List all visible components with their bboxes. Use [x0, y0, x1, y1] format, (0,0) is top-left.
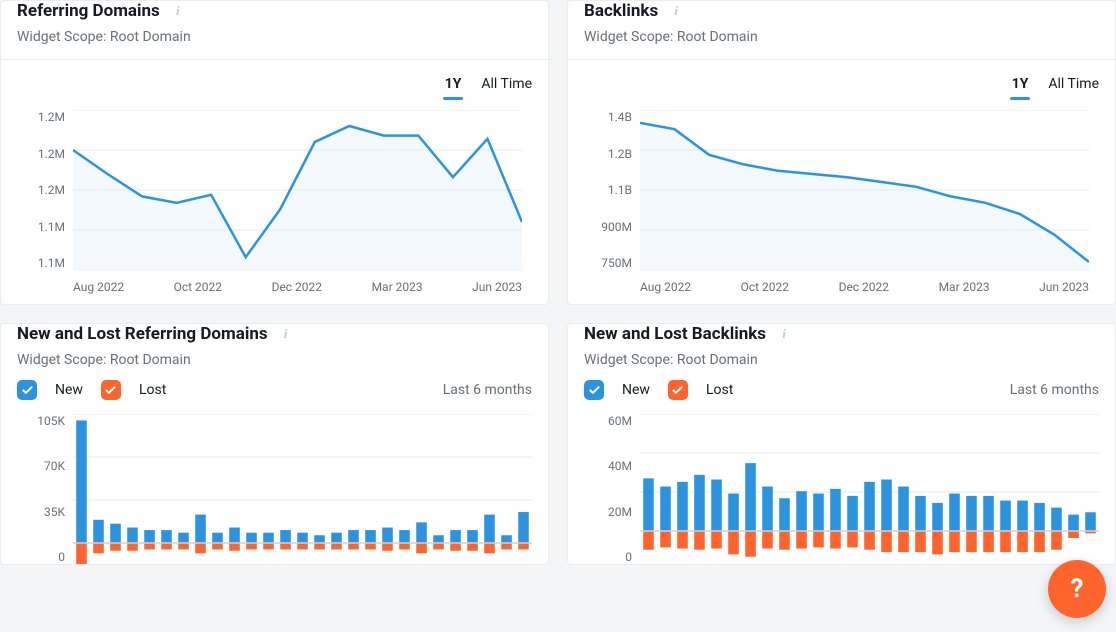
legend-row: New Lost Last 6 months — [1, 380, 548, 400]
period-label: Last 6 months — [443, 382, 532, 398]
legend-lost-label: Lost — [706, 382, 733, 398]
card-new-lost-domains: New and Lost Referring Domains i Widget … — [0, 323, 549, 565]
info-icon[interactable]: i — [668, 3, 684, 19]
widget-scope: Widget Scope: Root Domain — [17, 29, 532, 45]
info-icon[interactable]: i — [776, 326, 792, 342]
checkbox-lost[interactable] — [101, 380, 121, 400]
help-fab[interactable]: ? — [1048, 560, 1106, 618]
card-title: Referring Domains — [17, 1, 160, 21]
checkbox-new[interactable] — [17, 380, 37, 400]
card-header: Backlinks i Widget Scope: Root Domain — [568, 1, 1115, 60]
info-icon[interactable]: i — [278, 326, 294, 342]
card-title: New and Lost Referring Domains — [17, 324, 268, 344]
checkbox-new[interactable] — [584, 380, 604, 400]
widget-scope: Widget Scope: Root Domain — [584, 352, 1099, 368]
range-1y[interactable]: 1Y — [445, 76, 462, 98]
card-title: New and Lost Backlinks — [584, 324, 766, 344]
range-1y[interactable]: 1Y — [1012, 76, 1029, 98]
legend-lost-label: Lost — [139, 382, 166, 398]
bar-chart: 60M40M20M0 — [568, 414, 1115, 564]
card-header: New and Lost Referring Domains i Widget … — [1, 324, 548, 380]
card-title: Backlinks — [584, 1, 658, 21]
period-label: Last 6 months — [1010, 382, 1099, 398]
card-backlinks: Backlinks i Widget Scope: Root Domain 1Y… — [567, 0, 1116, 305]
legend-new-label: New — [622, 382, 650, 398]
legend-new-label: New — [55, 382, 83, 398]
card-new-lost-backlinks: New and Lost Backlinks i Widget Scope: R… — [567, 323, 1116, 565]
range-all-time[interactable]: All Time — [481, 76, 532, 98]
area-chart: 1.2M1.2M1.2M1.1M1.1M Aug 2022Oct 2022Dec… — [17, 110, 532, 294]
card-header: New and Lost Backlinks i Widget Scope: R… — [568, 324, 1115, 380]
card-header: Referring Domains i Widget Scope: Root D… — [1, 1, 548, 60]
range-selector: 1Y All Time — [584, 76, 1099, 98]
widget-scope: Widget Scope: Root Domain — [17, 352, 532, 368]
area-chart: 1.4B1.2B1.1B900M750M Aug 2022Oct 2022Dec… — [584, 110, 1099, 294]
checkbox-lost[interactable] — [668, 380, 688, 400]
bar-chart: 105K70K35K0 — [1, 414, 548, 564]
card-referring-domains: Referring Domains i Widget Scope: Root D… — [0, 0, 549, 305]
range-selector: 1Y All Time — [17, 76, 532, 98]
info-icon[interactable]: i — [170, 3, 186, 19]
legend-row: New Lost Last 6 months — [568, 380, 1115, 400]
range-all-time[interactable]: All Time — [1048, 76, 1099, 98]
widget-scope: Widget Scope: Root Domain — [584, 29, 1099, 45]
